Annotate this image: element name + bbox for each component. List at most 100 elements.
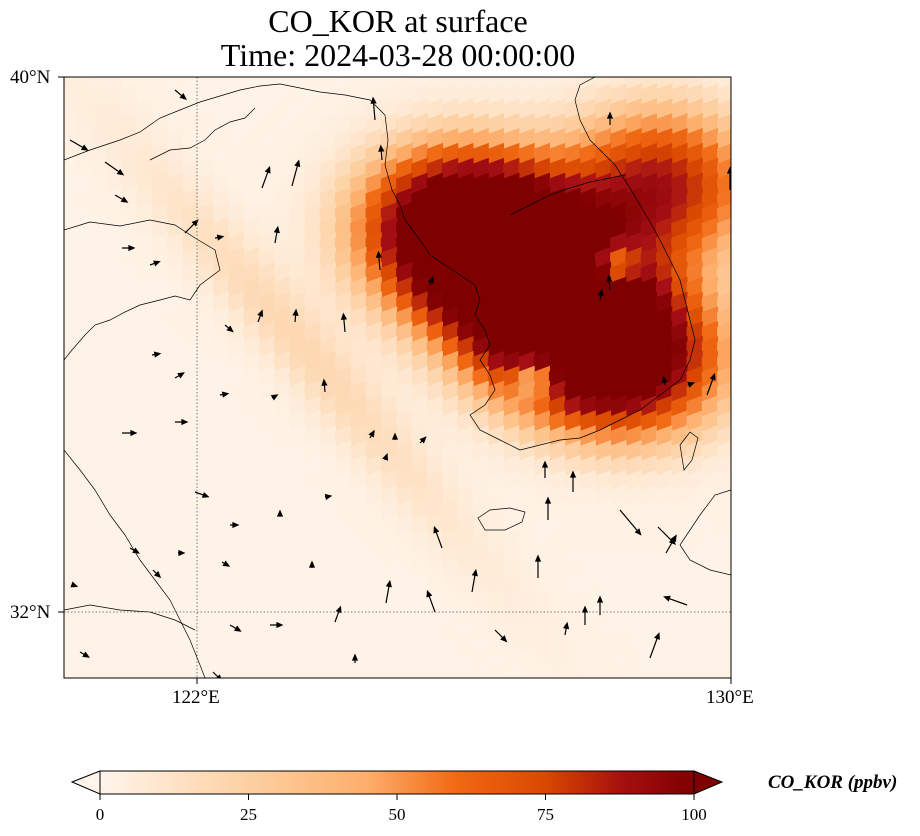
field-cell	[748, 544, 764, 566]
field-cell	[732, 559, 748, 581]
field-cell	[64, 321, 77, 342]
wind-arrow	[276, 509, 284, 517]
field-cell	[533, 677, 535, 678]
field-cell	[595, 677, 596, 678]
field-cell	[748, 351, 764, 373]
coastline-china-south	[64, 449, 206, 678]
wind-arrow	[375, 250, 383, 271]
wind-arrow	[597, 288, 604, 301]
field-cell	[29, 633, 45, 655]
field-cell	[748, 54, 764, 76]
field-cell	[610, 54, 626, 76]
field-cell	[441, 662, 459, 678]
field-cell	[29, 113, 45, 135]
wind-arrow	[149, 260, 161, 267]
wind-arrow	[433, 525, 443, 549]
field-cell	[732, 410, 748, 432]
field-cell	[64, 276, 77, 297]
colorbar-extend-max	[693, 770, 724, 795]
field-cell	[45, 143, 61, 165]
field-cell	[45, 277, 61, 299]
field-cell	[686, 677, 688, 678]
title-line-1: CO_KOR at surface	[268, 3, 528, 39]
field-cell	[763, 693, 779, 715]
wind-arrow	[596, 595, 604, 615]
lon-label-122: 122°E	[172, 687, 220, 708]
field-cell	[320, 707, 336, 729]
field-cell	[106, 693, 122, 715]
field-cell	[64, 83, 77, 104]
field-cell	[350, 693, 366, 715]
field-cell	[595, 54, 611, 76]
field-cell	[641, 707, 657, 729]
coastline-liaodong	[149, 107, 256, 161]
field-cell	[45, 291, 61, 313]
field-cell	[732, 574, 748, 596]
field-cell	[166, 77, 184, 91]
field-cell	[732, 633, 748, 655]
field-cell	[534, 54, 550, 76]
field-cell	[64, 246, 77, 268]
coastlines	[64, 77, 731, 678]
field-cell	[655, 77, 673, 91]
field-cell	[717, 114, 731, 136]
field-cell	[594, 662, 612, 678]
field-cell	[411, 707, 427, 729]
field-cell	[732, 470, 748, 492]
field-cell	[45, 514, 61, 536]
field-cell	[64, 425, 77, 446]
field-cell	[366, 693, 382, 715]
field-cell	[503, 54, 519, 76]
field-cell	[717, 485, 731, 507]
field-cell	[518, 77, 535, 91]
field-cell	[334, 662, 352, 678]
field-cell	[763, 470, 779, 492]
field-cell	[748, 202, 764, 224]
coastline-korea-east	[574, 77, 696, 361]
field-cell	[167, 677, 168, 678]
field-cell	[45, 663, 61, 685]
field-cell	[64, 484, 77, 505]
field-cell	[213, 707, 229, 729]
wind-arrow	[687, 381, 696, 388]
field-cell	[610, 662, 627, 678]
field-cell	[625, 77, 642, 91]
wind-arrow	[581, 605, 589, 625]
field-cell	[732, 247, 748, 269]
field-cell	[763, 232, 779, 254]
field-cell	[259, 707, 275, 729]
field-cell	[29, 410, 45, 432]
field-cell	[763, 410, 779, 432]
field-cell	[748, 366, 764, 388]
field-cell	[717, 99, 731, 121]
field-cell	[763, 455, 779, 477]
field-cell	[228, 707, 244, 729]
field-cell	[45, 351, 61, 373]
field-cell	[64, 128, 77, 149]
field-cell	[702, 54, 718, 76]
field-cell	[717, 574, 731, 596]
field-cell	[732, 54, 748, 76]
field-cell	[136, 77, 153, 91]
field-cell	[748, 83, 764, 105]
field-cell	[274, 707, 290, 729]
field-cell	[763, 291, 779, 313]
field-cell	[763, 395, 779, 417]
wind-arrow	[261, 165, 271, 189]
field-cell	[748, 455, 764, 477]
field-cell	[487, 77, 505, 91]
field-cell	[748, 381, 764, 403]
field-cell	[732, 83, 748, 105]
field-cell	[45, 173, 61, 195]
field-cell	[64, 514, 77, 535]
field-cell	[748, 113, 764, 135]
field-cell	[29, 321, 45, 343]
colorbar-body	[99, 770, 695, 795]
field-cell	[64, 395, 77, 416]
coastline-china	[64, 219, 221, 361]
field-cell	[748, 425, 764, 447]
field-cell	[732, 113, 748, 135]
field-cell	[274, 54, 290, 76]
axis-ticks	[58, 76, 732, 684]
field-cell	[365, 662, 382, 678]
